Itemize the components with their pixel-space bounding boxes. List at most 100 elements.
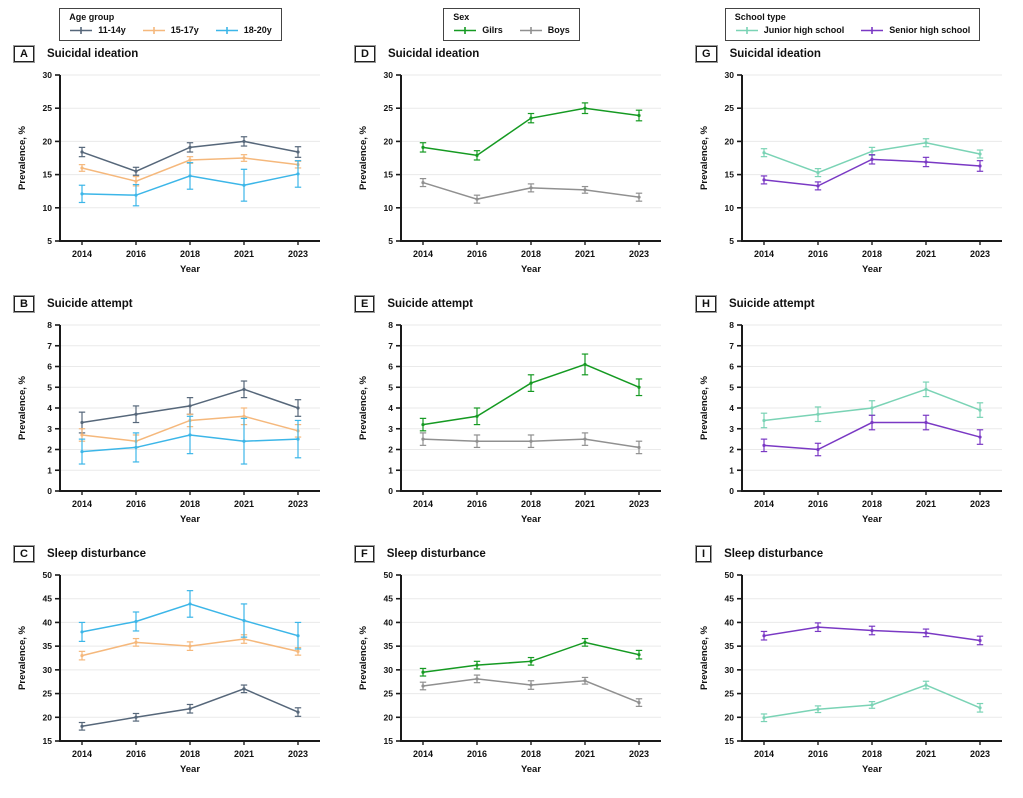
svg-text:15: 15 (43, 736, 53, 746)
data-point (421, 423, 425, 427)
legend-entries: Junior high school Senior high school (735, 25, 970, 35)
svg-text:15: 15 (43, 170, 53, 180)
data-point (870, 703, 874, 707)
svg-text:0: 0 (388, 486, 393, 496)
series-15-17y (78, 634, 302, 661)
svg-text:2023: 2023 (629, 499, 649, 509)
svg-text:5: 5 (47, 382, 52, 392)
data-point (762, 443, 766, 447)
legend-entries: 11-14y 15-17y 18-20y (69, 25, 272, 35)
series-18-20y (78, 160, 302, 207)
data-point (296, 150, 300, 154)
data-point (583, 188, 587, 192)
svg-text:4: 4 (47, 403, 52, 413)
svg-text:35: 35 (43, 641, 53, 651)
data-point (816, 184, 820, 188)
series-18-20y (78, 415, 302, 465)
gridlines (401, 324, 661, 471)
svg-text:30: 30 (384, 665, 394, 675)
gridlines (742, 74, 1002, 209)
data-point (637, 195, 641, 199)
svg-text:2021: 2021 (575, 249, 595, 259)
data-point (762, 418, 766, 423)
svg-text:Prevalence, %: Prevalence, % (17, 625, 28, 689)
panel-e: E Suicide attempt 0 1 2 3 4 5 6 7 8 2014 2016 2018 2… (341, 291, 682, 541)
panel-header: C Sleep disturbance (13, 545, 341, 563)
svg-text:Prevalence, %: Prevalence, % (358, 125, 369, 189)
svg-text:6: 6 (47, 362, 52, 372)
svg-text:7: 7 (47, 341, 52, 351)
chart-suicide-attempt-by-school: 0 1 2 3 4 5 6 7 8 2014 2016 2018 2021 2023 Year Prevale… (699, 320, 1002, 525)
data-point (529, 116, 533, 120)
data-point (475, 197, 479, 201)
line-marker-icon (861, 26, 884, 34)
series-senior-high-school (760, 622, 984, 646)
svg-text:Prevalence, %: Prevalence, % (699, 625, 710, 689)
data-point (583, 437, 587, 441)
legend-school-type: School type Junior high school Senior hig… (724, 8, 981, 41)
data-point (583, 106, 587, 110)
data-point (762, 178, 766, 182)
svg-text:25: 25 (43, 689, 53, 699)
series-gilrs (419, 353, 643, 432)
svg-text:3: 3 (388, 424, 393, 434)
svg-text:2016: 2016 (467, 499, 487, 509)
data-point (134, 179, 138, 183)
svg-text:20: 20 (725, 136, 735, 146)
axes: 5 10 15 20 25 30 2014 2016 2018 2021 2023 Year Preva… (17, 70, 320, 275)
panel-header: H Suicide attempt (695, 295, 1023, 313)
data-point (134, 445, 138, 450)
data-point (188, 145, 192, 149)
svg-text:2014: 2014 (72, 249, 92, 259)
svg-text:40: 40 (43, 617, 53, 627)
data-point (529, 186, 533, 190)
panel-header: B Suicide attempt (13, 295, 341, 313)
svg-text:2014: 2014 (754, 249, 774, 259)
data-point (870, 157, 874, 161)
svg-text:Year: Year (521, 764, 541, 775)
svg-text:8: 8 (729, 320, 734, 330)
data-point (296, 649, 300, 653)
data-point (978, 408, 982, 412)
svg-text:2021: 2021 (234, 499, 254, 509)
axes: 0 1 2 3 4 5 6 7 8 2014 2016 2018 2021 2023 Year Prevale… (699, 320, 1002, 525)
svg-text:0: 0 (47, 486, 52, 496)
data-point (242, 618, 246, 623)
svg-text:2014: 2014 (413, 499, 433, 509)
svg-text:2018: 2018 (862, 499, 882, 509)
data-point (242, 183, 246, 187)
data-point (978, 164, 982, 168)
svg-text:5: 5 (729, 382, 734, 392)
data-point (924, 160, 928, 164)
svg-text:2014: 2014 (413, 249, 433, 259)
svg-text:45: 45 (43, 594, 53, 604)
gridlines (742, 574, 1002, 718)
gridlines (742, 324, 1002, 471)
data-point (870, 420, 874, 425)
svg-text:8: 8 (47, 320, 52, 330)
svg-text:2021: 2021 (575, 499, 595, 509)
data-point (242, 687, 246, 691)
data-point (242, 414, 246, 418)
chart-suicidal-ideation-by-school: 5 10 15 20 25 30 2014 2016 2018 2021 2023 Year Preva… (699, 70, 1002, 275)
panel-b: B Suicide attempt 0 1 2 3 4 5 6 7 8 2014 2016 2018 2… (0, 291, 341, 541)
svg-text:2023: 2023 (288, 749, 308, 759)
svg-text:10: 10 (384, 203, 394, 213)
legend-label: Junior high school (763, 25, 845, 35)
panel-header: D Suicidal ideation (354, 45, 682, 63)
svg-text:2021: 2021 (916, 249, 936, 259)
svg-text:2016: 2016 (126, 249, 146, 259)
panel-letter: I (694, 545, 713, 563)
svg-text:2016: 2016 (808, 249, 828, 259)
svg-text:50: 50 (725, 570, 735, 580)
data-point (296, 172, 300, 176)
svg-text:Year: Year (521, 264, 541, 275)
data-point (583, 362, 587, 367)
svg-text:40: 40 (725, 617, 735, 627)
data-point (583, 679, 587, 683)
data-point (637, 113, 641, 118)
panels-grid: A Suicidal ideation 5 10 15 20 25 30 2014 2016 2… (0, 41, 1023, 791)
svg-text:20: 20 (43, 712, 53, 722)
panel-h: H Suicide attempt 0 1 2 3 4 5 6 7 8 2014 2016 2018 2… (682, 291, 1023, 541)
svg-text:Year: Year (862, 514, 882, 525)
